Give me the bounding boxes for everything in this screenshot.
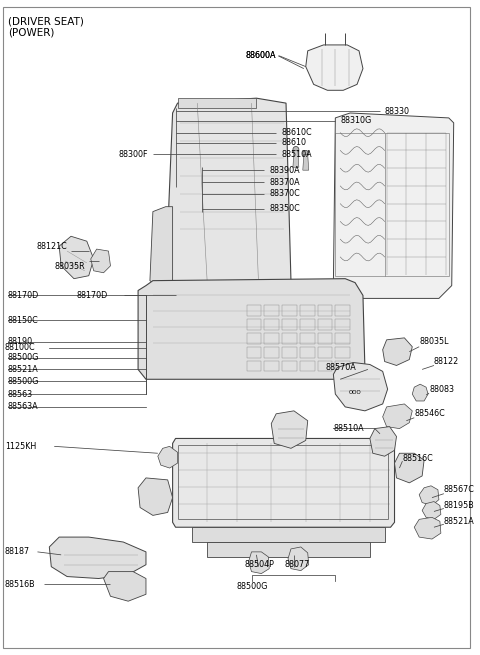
Text: 88310G: 88310G <box>340 117 372 125</box>
Polygon shape <box>414 517 441 539</box>
Text: 1125KH: 1125KH <box>5 442 36 451</box>
Polygon shape <box>303 155 309 170</box>
Text: 88300F: 88300F <box>119 150 148 159</box>
Text: 88563A: 88563A <box>8 402 38 411</box>
Text: 88190: 88190 <box>8 337 33 346</box>
Text: 88510A: 88510A <box>281 150 312 159</box>
Text: 88504P: 88504P <box>245 560 275 569</box>
Text: 88510A: 88510A <box>334 424 364 433</box>
Polygon shape <box>178 98 256 108</box>
Polygon shape <box>104 572 146 601</box>
Text: 88521A: 88521A <box>8 365 39 374</box>
Polygon shape <box>383 404 412 428</box>
Text: 88600A: 88600A <box>246 51 276 60</box>
Polygon shape <box>395 453 424 483</box>
Text: 88500G: 88500G <box>237 582 268 591</box>
Text: 88100C: 88100C <box>5 343 36 352</box>
Polygon shape <box>59 236 94 278</box>
Text: 88195B: 88195B <box>444 501 475 510</box>
Text: 88610C: 88610C <box>281 128 312 137</box>
Text: 88390A: 88390A <box>269 166 300 175</box>
Polygon shape <box>383 338 412 365</box>
Circle shape <box>293 147 299 153</box>
Polygon shape <box>192 527 384 542</box>
Text: 88563: 88563 <box>8 390 33 399</box>
Polygon shape <box>271 411 308 448</box>
Text: 88150C: 88150C <box>8 316 39 325</box>
Polygon shape <box>166 98 291 291</box>
Text: 88170D: 88170D <box>77 291 108 300</box>
Polygon shape <box>334 113 454 299</box>
Polygon shape <box>158 446 178 468</box>
Polygon shape <box>91 249 110 272</box>
Polygon shape <box>412 384 428 401</box>
Text: 88370A: 88370A <box>269 178 300 187</box>
Text: 88370C: 88370C <box>269 189 300 198</box>
Text: 88500G: 88500G <box>8 377 39 386</box>
Text: 88350C: 88350C <box>269 204 300 213</box>
Polygon shape <box>293 151 299 167</box>
Circle shape <box>303 151 309 157</box>
Polygon shape <box>288 547 309 571</box>
Text: 88600A: 88600A <box>246 51 276 60</box>
Text: OOO: OOO <box>348 390 361 394</box>
Text: 88035R: 88035R <box>54 263 85 271</box>
Polygon shape <box>207 542 370 557</box>
Text: 88516C: 88516C <box>402 454 433 462</box>
Text: 88122: 88122 <box>434 357 459 366</box>
Text: 88570A: 88570A <box>325 363 356 372</box>
Text: 88516B: 88516B <box>5 580 36 589</box>
Text: 88521A: 88521A <box>444 517 475 526</box>
Polygon shape <box>419 486 439 506</box>
Text: 88083: 88083 <box>429 384 454 394</box>
Text: (POWER): (POWER) <box>8 27 54 37</box>
Polygon shape <box>370 426 396 457</box>
Polygon shape <box>249 552 269 574</box>
Text: 88035L: 88035L <box>419 337 449 346</box>
Polygon shape <box>306 45 363 90</box>
Text: 88170D: 88170D <box>8 291 39 300</box>
Text: 88077: 88077 <box>284 560 309 569</box>
Polygon shape <box>138 478 173 515</box>
Text: 88500G: 88500G <box>8 353 39 362</box>
Text: 88121C: 88121C <box>36 242 67 251</box>
Polygon shape <box>150 207 173 291</box>
Polygon shape <box>138 278 365 379</box>
Polygon shape <box>334 362 388 411</box>
Polygon shape <box>173 438 395 527</box>
Text: 88567C: 88567C <box>444 485 475 495</box>
Polygon shape <box>422 502 441 519</box>
Text: 88187: 88187 <box>5 548 30 556</box>
Polygon shape <box>49 537 146 578</box>
Text: 88546C: 88546C <box>414 409 445 419</box>
Text: 88330: 88330 <box>384 107 409 115</box>
Text: 88610: 88610 <box>281 138 306 147</box>
Text: (DRIVER SEAT): (DRIVER SEAT) <box>8 16 84 26</box>
